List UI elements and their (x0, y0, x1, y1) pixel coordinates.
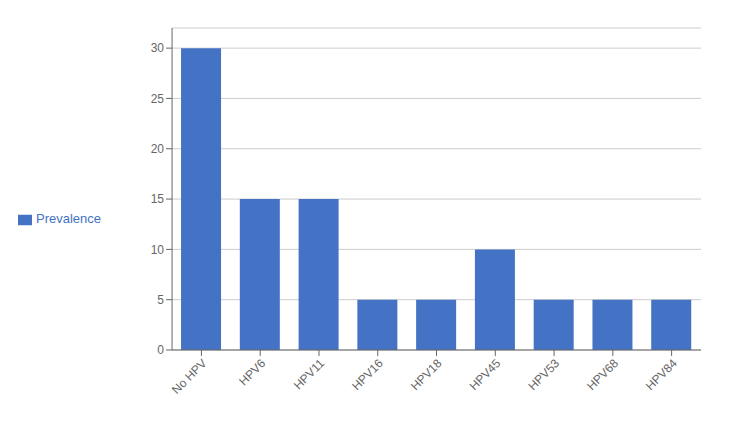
svg-text:25: 25 (151, 92, 165, 106)
svg-text:0: 0 (157, 343, 164, 357)
svg-text:HPV68: HPV68 (584, 356, 621, 393)
svg-text:HPV53: HPV53 (525, 356, 562, 393)
svg-text:5: 5 (157, 293, 164, 307)
svg-text:HPV45: HPV45 (467, 356, 504, 393)
svg-text:HPV11: HPV11 (291, 356, 327, 392)
svg-text:HPV16: HPV16 (349, 356, 386, 393)
svg-text:HPV6: HPV6 (236, 356, 268, 388)
svg-text:30: 30 (151, 41, 165, 55)
svg-text:10: 10 (151, 243, 165, 257)
html-text:Prevalence: Prevalence (36, 211, 101, 227)
svg-text:HPV18: HPV18 (408, 356, 445, 393)
svg-text:No HPV: No HPV (169, 356, 210, 397)
svg-text:20: 20 (151, 142, 165, 156)
svg-text:HPV84: HPV84 (643, 356, 680, 393)
svg-text:15: 15 (151, 192, 165, 206)
